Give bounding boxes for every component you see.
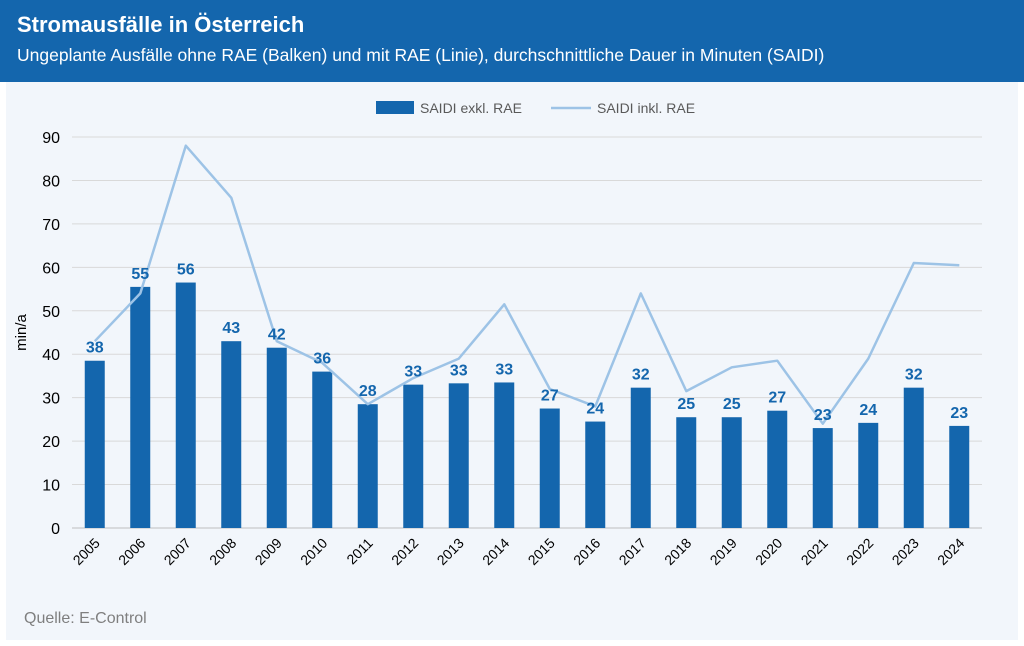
- bar: [494, 382, 515, 528]
- chart-panel: 0 10 20 30 40 50 60 70 80 90 min/a 38 55 56 43 42 36 28 33…: [6, 82, 1018, 640]
- x-tick-label: 2024: [934, 535, 967, 568]
- x-tick-label: 2007: [161, 535, 194, 568]
- header-banner: Stromausfälle in Österreich Ungeplante A…: [0, 0, 1024, 82]
- y-tick-label: 20: [42, 434, 60, 451]
- bar-data-label: 32: [632, 367, 650, 384]
- x-tick-label: 2023: [889, 535, 922, 568]
- x-tick-label: 2010: [297, 535, 330, 568]
- x-tick-label: 2016: [570, 535, 603, 568]
- bar-data-label: 27: [768, 390, 786, 407]
- x-tick-label: 2020: [752, 535, 785, 568]
- source-note: Quelle: E-Control: [24, 610, 147, 627]
- bar-data-label: 38: [86, 340, 104, 357]
- bar-data-label: 24: [859, 402, 877, 419]
- legend-swatch-bar: [376, 101, 414, 114]
- bar: [175, 282, 196, 528]
- y-tick-label: 10: [42, 478, 60, 495]
- bar: [949, 425, 970, 528]
- bar: [858, 422, 879, 528]
- y-tick-label: 40: [42, 347, 60, 364]
- bar-data-label: 33: [450, 362, 468, 379]
- bar-data-label: 25: [723, 396, 741, 413]
- x-tick-label: 2009: [252, 535, 285, 568]
- x-tick-label: 2015: [525, 535, 558, 568]
- y-axis-label: min/a: [13, 314, 30, 351]
- chart-svg: 0 10 20 30 40 50 60 70 80 90 min/a 38 55 56 43 42 36 28 33…: [13, 100, 982, 568]
- bar-data-label: 25: [677, 396, 695, 413]
- bar: [767, 410, 788, 528]
- bar: [312, 371, 333, 528]
- x-tick-label: 2011: [343, 535, 376, 568]
- bar-data-label: 24: [586, 401, 604, 418]
- bar-data-label: 23: [950, 405, 968, 422]
- legend-label-bar: SAIDI exkl. RAE: [420, 100, 522, 116]
- line-series-saidi-inkl-rae: [93, 144, 960, 425]
- bar-data-label: 42: [268, 327, 286, 344]
- y-tick-label: 60: [42, 260, 60, 277]
- bar: [448, 383, 469, 528]
- y-tick-label: 80: [42, 173, 60, 190]
- bar-data-label: 33: [404, 364, 422, 381]
- x-tick-label: 2013: [434, 535, 467, 568]
- y-tick-label: 70: [42, 217, 60, 234]
- bar: [266, 347, 287, 528]
- chart-subtitle: Ungeplante Ausfälle ohne RAE (Balken) un…: [17, 45, 825, 65]
- bar: [585, 421, 606, 528]
- bar-data-label: 43: [222, 320, 240, 337]
- bar: [721, 417, 742, 528]
- chart-title: Stromausfälle in Österreich: [17, 12, 305, 37]
- bar-data-label: 28: [359, 383, 377, 400]
- bar: [539, 408, 560, 528]
- bar-data-label: 56: [177, 262, 195, 279]
- x-tick-label: 2005: [70, 535, 103, 568]
- y-tick-label: 90: [42, 130, 60, 147]
- legend-label-line: SAIDI inkl. RAE: [597, 100, 695, 116]
- bar: [630, 387, 651, 528]
- bar: [403, 384, 424, 528]
- y-tick-label: 0: [51, 521, 60, 538]
- x-tick-label: 2006: [115, 535, 148, 568]
- x-tick-label: 2018: [661, 535, 694, 568]
- bar: [903, 387, 924, 528]
- bar: [130, 286, 151, 528]
- bar-data-label: 27: [541, 388, 559, 405]
- bar: [812, 428, 833, 528]
- bar: [221, 341, 242, 528]
- bar: [84, 360, 105, 528]
- y-tick-label: 30: [42, 391, 60, 408]
- bar-data-label: 32: [905, 367, 923, 384]
- y-tick-label: 50: [42, 304, 60, 321]
- bar: [676, 417, 697, 528]
- x-tick-label: 2012: [388, 535, 421, 568]
- x-tick-label: 2014: [479, 535, 512, 568]
- x-tick-label: 2022: [843, 535, 876, 568]
- x-tick-label: 2021: [798, 535, 831, 568]
- bar-data-label: 23: [814, 407, 832, 424]
- bar-data-label: 55: [131, 266, 149, 283]
- bar: [357, 404, 378, 528]
- x-tick-label: 2019: [707, 535, 740, 568]
- x-tick-label: 2017: [616, 535, 649, 568]
- bar-data-label: 33: [495, 361, 513, 378]
- x-tick-label: 2008: [206, 535, 239, 568]
- bar-data-label: 36: [313, 351, 331, 368]
